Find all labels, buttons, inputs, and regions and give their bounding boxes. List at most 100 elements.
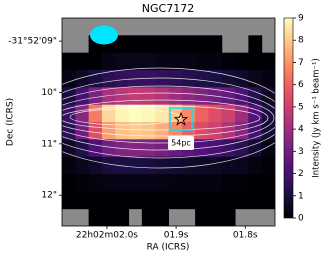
heatmap-cell xyxy=(248,104,263,123)
heatmap-cell xyxy=(62,174,76,192)
heatmap-cell xyxy=(115,70,130,88)
heatmap-cell xyxy=(248,174,263,192)
heatmap-cell xyxy=(75,87,90,106)
heatmap-cell xyxy=(168,191,183,210)
heatmap-cell xyxy=(195,52,209,71)
heatmap-cell xyxy=(208,104,223,123)
heatmap-cell xyxy=(181,191,196,210)
annotation: 54pc xyxy=(171,139,191,148)
beam xyxy=(90,25,118,45)
heatmap-cell xyxy=(208,52,223,71)
heatmap-cell xyxy=(155,35,169,54)
annotation-box xyxy=(168,136,194,150)
heatmap-cell xyxy=(208,208,223,226)
heatmap-cell xyxy=(261,52,275,71)
heatmap-cell xyxy=(248,191,263,210)
y-axis-label: Dec (ICRS) xyxy=(6,98,16,146)
heatmap-cell xyxy=(101,208,116,226)
region-box xyxy=(169,107,193,131)
heatmap-cell xyxy=(248,139,263,158)
heatmap-cell xyxy=(261,156,275,175)
heatmap-cell xyxy=(101,87,116,106)
colorbar-tick-label: 3 xyxy=(298,147,304,157)
heatmap-cell xyxy=(248,70,263,88)
heatmap-cell xyxy=(141,208,156,226)
heatmap-cell xyxy=(141,87,156,106)
heatmap-cell xyxy=(75,139,90,158)
colorbar-tick-label: 8 xyxy=(298,36,304,46)
heatmap-cell xyxy=(261,104,275,123)
heatmap-cell xyxy=(208,156,223,175)
heatmap-cell xyxy=(101,156,116,175)
heatmap-cell xyxy=(155,156,169,175)
heatmap-cell xyxy=(62,156,76,175)
heatmap-cell xyxy=(181,35,196,54)
heatmap-cell xyxy=(75,191,90,210)
heatmap-cell xyxy=(168,174,183,192)
heatmap-cell xyxy=(261,70,275,88)
heatmap-cell xyxy=(168,87,183,106)
heatmap-cell xyxy=(235,87,249,106)
heatmap-cell xyxy=(128,191,143,210)
colorbar-tick-label: 1 xyxy=(298,191,304,201)
heatmap-cell xyxy=(141,104,156,123)
heatmap-cell xyxy=(248,156,263,175)
heatmap-cell xyxy=(221,87,236,106)
heatmap-cell xyxy=(88,156,103,175)
heatmap-cell xyxy=(88,52,103,71)
x-tick-label: 22h02m02.0s xyxy=(76,231,138,241)
heatmap-cell xyxy=(221,191,236,210)
heatmap-cell xyxy=(195,208,209,226)
heatmap-cell xyxy=(208,191,223,210)
heatmap-cell xyxy=(195,104,209,123)
heatmap-cell xyxy=(101,52,116,71)
heatmap-cell xyxy=(115,174,130,192)
heatmap-cell xyxy=(221,139,236,158)
heatmap-cell xyxy=(208,139,223,158)
heatmap-cell xyxy=(115,191,130,210)
heatmap-cell xyxy=(261,87,275,106)
heatmap-cell xyxy=(101,139,116,158)
x-tick-label: 01.9s xyxy=(164,231,189,241)
heatmap-cell xyxy=(62,191,76,210)
heatmap-cell xyxy=(235,191,249,210)
heatmap-cell xyxy=(128,52,143,71)
heatmap-cell xyxy=(75,70,90,88)
heatmap-cell xyxy=(168,122,183,140)
heatmap-cell xyxy=(128,35,143,54)
heatmap-cell xyxy=(168,35,183,54)
heatmap-cell xyxy=(195,35,209,54)
heatmap-cell xyxy=(221,104,236,123)
heatmap-cell xyxy=(195,174,209,192)
plot-frame xyxy=(61,17,276,227)
heatmap-cell xyxy=(88,191,103,210)
heatmap-cell xyxy=(115,35,130,54)
heatmap-cell xyxy=(115,87,130,106)
heatmap-cell xyxy=(75,52,90,71)
colorbar-tick-label: 7 xyxy=(298,58,304,68)
heatmap-cell xyxy=(221,156,236,175)
heatmap-cell xyxy=(155,208,169,226)
heatmap-cell xyxy=(208,174,223,192)
heatmap-cell xyxy=(235,104,249,123)
colorbar-tick-label: 4 xyxy=(298,125,304,135)
heatmap-cell xyxy=(88,122,103,140)
heatmap-cell xyxy=(115,156,130,175)
heatmap-cell xyxy=(101,191,116,210)
heatmap-cell xyxy=(101,70,116,88)
heatmap-cell xyxy=(115,208,130,226)
heatmap-cell xyxy=(155,174,169,192)
colorbar-tick-label: 0 xyxy=(298,214,304,224)
heatmap-cell xyxy=(235,174,249,192)
heatmap-cell xyxy=(62,52,76,71)
y-tick-label: 11" xyxy=(41,139,57,149)
colorbar-label: Intensity (Jy km s⁻¹ beam⁻¹) xyxy=(312,58,322,178)
heatmap-cell xyxy=(128,156,143,175)
heatmap-cell xyxy=(181,52,196,71)
heatmap-cell xyxy=(195,87,209,106)
heatmap-cell xyxy=(155,87,169,106)
heatmap-cell xyxy=(101,122,116,140)
heatmap-cell xyxy=(141,174,156,192)
heatmap-cell xyxy=(181,174,196,192)
heatmap-cell xyxy=(128,104,143,123)
